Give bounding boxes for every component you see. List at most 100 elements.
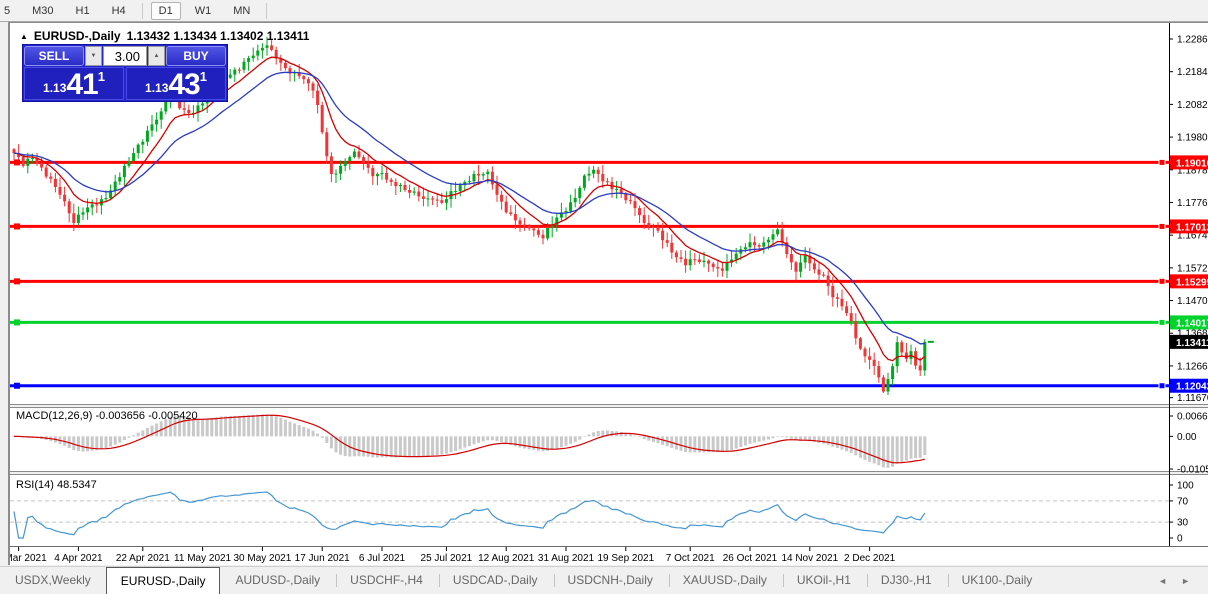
chart-title: ▲ EURUSD-,Daily 1.13432 1.13434 1.13402 … <box>20 29 309 43</box>
sell-price-display[interactable]: 1.13 41 1 <box>24 67 124 100</box>
toolbar-separator <box>266 2 268 19</box>
volume-input[interactable]: 3.00 <box>103 46 147 66</box>
svg-text:19 Sep 2021: 19 Sep 2021 <box>597 553 654 564</box>
rsi-indicator-label: RSI(14) 48.5347 <box>16 479 97 491</box>
tab-xauusd-daily[interactable]: XAUUSD-,Daily <box>668 567 782 594</box>
tab-uk100-daily[interactable]: UK100-,Daily <box>947 567 1048 594</box>
buy-price-pipette: 1 <box>199 69 207 84</box>
svg-text:1.22860: 1.22860 <box>1177 35 1208 46</box>
price-badge-1.17012: 1.17012 <box>1170 219 1208 234</box>
tab-usdchf-h4[interactable]: USDCHF-,H4 <box>335 567 438 594</box>
tab-usdx-weekly[interactable]: USDX,Weekly <box>15 573 91 587</box>
timeframe-button-5[interactable]: 5 <box>4 4 11 17</box>
tab-usdcad-daily[interactable]: USDCAD-,Daily <box>438 567 553 594</box>
svg-text:1.12042: 1.12042 <box>1176 382 1208 393</box>
svg-text:12 Aug 2021: 12 Aug 2021 <box>478 553 535 564</box>
sell-price-prefix: 1.13 <box>43 81 67 95</box>
ma-line-fast <box>13 56 926 362</box>
svg-text:1.16740: 1.16740 <box>1177 231 1208 242</box>
buy-button[interactable]: BUY <box>166 46 226 66</box>
price-axis-labels: 1.22860 1.21840 1.20820 1.19800 1.18780 1.177… <box>1169 35 1208 545</box>
timeframe-toolbar: 5 M30 H1 H4 D1 W1 MN <box>0 0 1208 22</box>
svg-text:70: 70 <box>1177 496 1189 507</box>
volume-increase-button[interactable]: ▲ <box>148 46 165 66</box>
buy-price-big-digits: 43 <box>168 67 200 101</box>
chart-symbol-label: EURUSD-,Daily <box>33 29 121 43</box>
svg-text:1.13411: 1.13411 <box>1176 338 1208 349</box>
timeframe-button-mn[interactable]: MN <box>233 4 251 17</box>
buy-price-prefix: 1.13 <box>145 81 169 95</box>
ma-line-slow <box>13 71 925 345</box>
date-axis-labels: 15 Mar 2021 4 Apr 2021 22 Apr 2021 11 May 2… <box>10 547 896 564</box>
chart-tab-bar: USDX,Weekly EURUSD-,Daily AUDUSD-,Daily USD… <box>0 566 1208 594</box>
sell-price-big-digits: 41 <box>66 67 98 101</box>
price-badge-1.19010: 1.19010 <box>1170 155 1208 170</box>
svg-text:1.18780: 1.18780 <box>1177 165 1208 176</box>
svg-text:1.13680: 1.13680 <box>1177 329 1208 340</box>
tab-scroll-right-icon[interactable]: ► <box>1181 576 1190 586</box>
timeframe-button-h1[interactable]: H1 <box>75 4 90 17</box>
buy-price-display[interactable]: 1.13 43 1 <box>126 67 226 100</box>
hline-1.12042[interactable] <box>10 382 1169 390</box>
svg-text:1.21840: 1.21840 <box>1177 67 1208 78</box>
svg-text:100: 100 <box>1177 481 1194 492</box>
svg-text:11 May 2021: 11 May 2021 <box>174 553 232 564</box>
one-click-trade-panel: SELL ▼ 3.00 ▲ BUY 1.13 41 1 1.13 43 1 <box>22 44 228 102</box>
hline-1.19010[interactable] <box>10 158 1169 166</box>
svg-text:14 Nov 2021: 14 Nov 2021 <box>781 553 838 564</box>
svg-text:7 Oct 2021: 7 Oct 2021 <box>666 553 715 564</box>
svg-text:0.00: 0.00 <box>1177 432 1197 443</box>
svg-text:25 Jul 2021: 25 Jul 2021 <box>421 553 473 564</box>
price-badge-1.13411: 1.13411 <box>1170 334 1208 349</box>
macd-signal-line <box>14 414 925 464</box>
svg-text:17 Jun 2021: 17 Jun 2021 <box>295 553 350 564</box>
svg-text:1.19010: 1.19010 <box>1176 158 1208 169</box>
chart-ohlc-values: 1.13432 1.13434 1.13402 1.13411 <box>126 29 310 43</box>
tab-eurusd-daily[interactable]: EURUSD-,Daily <box>105 567 221 594</box>
svg-text:1.20820: 1.20820 <box>1177 100 1208 111</box>
chart-window: 1.22860 1.21840 1.20820 1.19800 1.18780 1.177… <box>8 22 1208 565</box>
svg-text:1.15299: 1.15299 <box>1176 277 1208 288</box>
price-badge-1.12042: 1.12042 <box>1170 378 1208 393</box>
svg-text:15 Mar 2021: 15 Mar 2021 <box>10 553 47 564</box>
svg-text:1.17760: 1.17760 <box>1177 198 1208 209</box>
price-badge-1.15299: 1.15299 <box>1170 274 1208 288</box>
tab-usdcnh-daily[interactable]: USDCNH-,Daily <box>553 567 668 594</box>
svg-text:-0.010595: -0.010595 <box>1177 465 1208 476</box>
volume-decrease-button[interactable]: ▼ <box>85 46 102 66</box>
svg-text:31 Aug 2021: 31 Aug 2021 <box>538 553 595 564</box>
svg-text:6 Jul 2021: 6 Jul 2021 <box>359 553 406 564</box>
svg-text:1.12660: 1.12660 <box>1177 361 1208 372</box>
tab-dj30-h1[interactable]: DJ30-,H1 <box>866 567 947 594</box>
rsi-line <box>13 491 926 539</box>
svg-text:1.14017: 1.14017 <box>1176 318 1208 329</box>
timeframe-button-d1[interactable]: D1 <box>150 1 181 20</box>
svg-text:30 May 2021: 30 May 2021 <box>233 553 291 564</box>
svg-text:1.14700: 1.14700 <box>1177 296 1208 307</box>
tab-ukoil-h1[interactable]: UKOil-,H1 <box>782 567 866 594</box>
svg-text:0.006611: 0.006611 <box>1177 412 1208 423</box>
price-badge-1.14017: 1.14017 <box>1170 315 1208 330</box>
sell-price-pipette: 1 <box>97 69 105 84</box>
hline-1.15299[interactable] <box>10 277 1169 285</box>
chart-plot-area[interactable]: 1.22860 1.21840 1.20820 1.19800 1.18780 1.177… <box>10 23 1208 565</box>
svg-text:2 Dec 2021: 2 Dec 2021 <box>844 553 896 564</box>
svg-text:4 Apr 2021: 4 Apr 2021 <box>54 553 103 564</box>
svg-text:0: 0 <box>1177 534 1183 545</box>
timeframe-button-w1[interactable]: W1 <box>194 4 212 17</box>
svg-text:22 Apr 2021: 22 Apr 2021 <box>116 553 170 564</box>
hline-1.14017[interactable] <box>10 318 1169 326</box>
hline-1.17012[interactable] <box>10 222 1169 230</box>
macd-histogram <box>12 414 927 468</box>
svg-text:1.19800: 1.19800 <box>1177 133 1208 144</box>
timeframe-button-h4[interactable]: H4 <box>111 4 126 17</box>
toolbar-separator <box>141 2 143 19</box>
timeframe-button-m30[interactable]: M30 <box>32 4 54 17</box>
sell-button[interactable]: SELL <box>24 46 84 66</box>
tab-audusd-daily[interactable]: AUDUSD-,Daily <box>235 573 321 587</box>
symbol-marker-icon[interactable]: ▲ <box>20 31 28 41</box>
svg-text:1.17012: 1.17012 <box>1176 222 1208 233</box>
tab-scroll-left-icon[interactable]: ◄ <box>1158 576 1168 586</box>
svg-text:1.15720: 1.15720 <box>1177 263 1208 274</box>
